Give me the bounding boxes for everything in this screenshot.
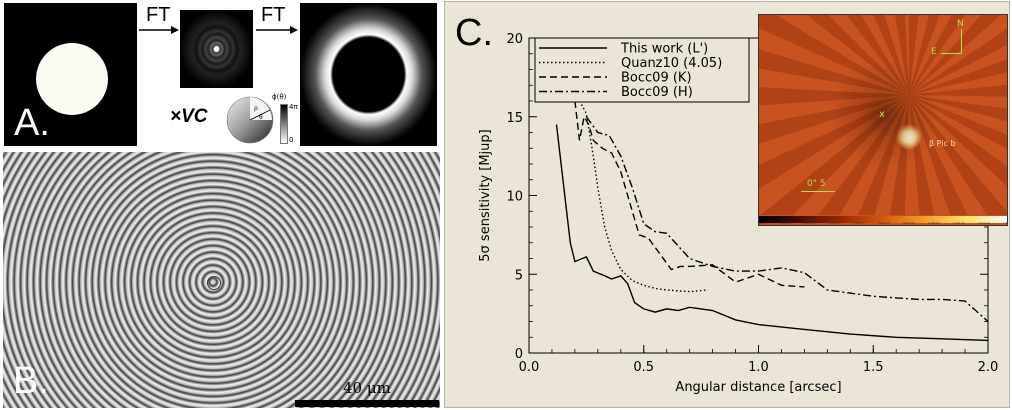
ft-label-left: FT xyxy=(146,4,171,26)
grating-center xyxy=(207,276,221,290)
legend-label: Quanz10 (4.05) xyxy=(621,56,722,71)
x-tick-label: 0.0 xyxy=(519,360,540,375)
inset-image: N E x β Pic b 0" 5 -1.20e-04 -8.44e-05 -4.… xyxy=(758,14,1008,226)
inset-colorbar-ticks: -1.20e-04 -8.44e-05 -4.87e-05 -1.21e-05 2.35… xyxy=(758,222,1008,225)
colorbar-tick-label: -1.20e-04 xyxy=(758,222,766,225)
x-axis-label: Angular distance [arcsec] xyxy=(675,380,841,395)
psf-image xyxy=(180,10,253,88)
legend-label: This work (L') xyxy=(620,42,708,57)
scalebar-label: 40 μm xyxy=(343,379,391,397)
panel-b-label: B. xyxy=(13,360,49,402)
y-tick-label: 20 xyxy=(506,32,523,47)
series-line-this-work-l xyxy=(555,124,989,342)
y-tick-label: 10 xyxy=(506,190,523,205)
series-line-bocc09-h xyxy=(585,116,989,323)
colorbar-tick-label: 2.41e-04 xyxy=(1003,222,1008,225)
compass-e-label: E xyxy=(931,47,937,57)
inset-speckle xyxy=(759,15,1007,215)
theta-label: θ xyxy=(259,114,263,121)
colorbar-tick-label: -8.44e-05 xyxy=(778,222,791,225)
ft-arrow-right xyxy=(256,26,298,34)
y-tick-label: 0 xyxy=(515,347,523,362)
vc-label: ×VC xyxy=(170,106,208,127)
y-tick-label: 5 xyxy=(515,268,523,283)
y-axis-label: 5σ sensitivity [Mjup] xyxy=(478,129,493,261)
rho-label: ρ xyxy=(254,105,258,112)
compass-e-arm xyxy=(941,53,962,54)
panel-a: A. FT xyxy=(0,0,440,148)
sensitivity-chart: 0.0 0.5 1.0 1.5 2.0 0 5 10 15 20 Angular distance … xyxy=(478,32,999,395)
colorbar-tick-label: 1.69e-04 xyxy=(953,222,965,225)
phase-colorbar xyxy=(280,104,288,144)
panel-c-label: C. xyxy=(455,12,493,54)
inset-scalebar-label: 0" 5 xyxy=(807,179,826,189)
ft-arrow-left xyxy=(139,26,179,34)
phase-disk: ρ θ xyxy=(226,96,274,144)
x-tick-label: 2.0 xyxy=(978,360,999,375)
x-tick-label: 0.5 xyxy=(633,360,654,375)
scalebar xyxy=(295,400,439,407)
panel-a-label: A. xyxy=(14,102,50,144)
phase-min-label: 0 xyxy=(289,136,294,144)
pupil-image xyxy=(4,3,137,146)
pupil-disk xyxy=(36,43,108,115)
planet-label: β Pic b xyxy=(929,139,956,148)
compass-n-label: N xyxy=(957,19,964,29)
inset-compass: N E xyxy=(931,19,981,63)
x-tick-label: 1.5 xyxy=(863,360,884,375)
panel-c: C. 0.0 0.5 1.0 1.5 2.0 0 5 10 15 20 Angular distan… xyxy=(444,1,1010,408)
series-line-bocc09-k xyxy=(574,100,805,288)
colorbar-tick-label: 2.04e-04 xyxy=(978,222,990,225)
colorbar-tick-label: 1.32e-04 xyxy=(928,222,940,225)
inset-scalebar xyxy=(801,191,835,192)
legend-label: Bocc09 (H) xyxy=(621,85,693,100)
phase-max-label: 4π xyxy=(289,103,298,111)
dark-hole-ring xyxy=(300,3,437,146)
colorbar-tick-label: 2.35e-05 xyxy=(853,222,865,225)
series-line-quanz10-4-05 xyxy=(578,100,709,293)
ft-label-right: FT xyxy=(261,4,286,26)
y-tick-label: 15 xyxy=(506,111,523,126)
star-marker: x xyxy=(879,109,885,120)
colorbar-tick-label: -1.21e-05 xyxy=(828,222,841,225)
colorbar-tick-label: 9.63e-05 xyxy=(903,222,915,225)
x-tick-label: 1.0 xyxy=(748,360,769,375)
colorbar-tick-label: 6.00e-05 xyxy=(878,222,890,225)
phase-axis-label: ϕ(θ) xyxy=(272,93,287,101)
inset-colorbar xyxy=(759,216,1007,223)
colorbar-tick-label: -4.87e-05 xyxy=(803,222,816,225)
compass-n-arm xyxy=(961,29,962,54)
legend-label: Bocc09 (K) xyxy=(621,71,692,86)
panel-b: B. 40 μm xyxy=(3,152,440,408)
airy-pattern xyxy=(180,10,253,88)
vortex-output-image xyxy=(300,3,437,146)
